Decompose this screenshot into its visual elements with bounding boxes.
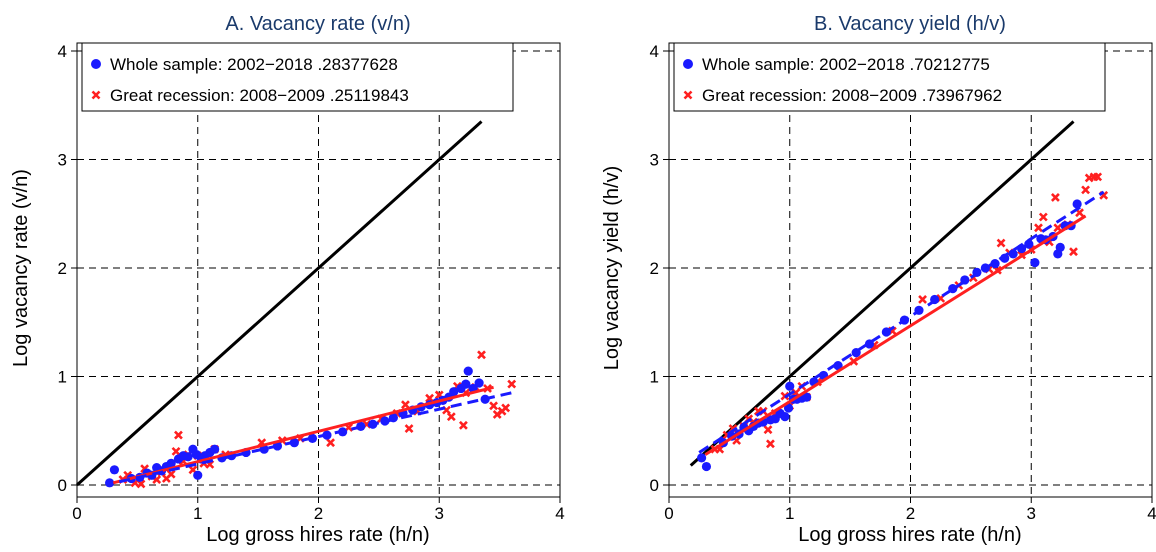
point-great-recession — [166, 469, 176, 479]
ticks: 00 1 1 2 2 3 3 4 4 — [650, 42, 1156, 523]
point-whole-sample — [1055, 242, 1065, 252]
legend-box — [673, 42, 1106, 112]
y-tick-label: 1 — [650, 368, 659, 387]
y-tick-label: 0 — [58, 476, 67, 495]
point-great-recession — [1069, 247, 1078, 257]
legend-marker-whole-sample — [683, 59, 693, 69]
point-great-recession — [489, 401, 499, 411]
panel-vacancy-rate: A. Vacancy rate (v/n) Log gross hires ra… — [10, 13, 565, 546]
point-whole-sample — [193, 470, 203, 480]
fit-line-great-recession — [112, 385, 494, 485]
y-tick-label: 0 — [650, 476, 659, 495]
point-great-recession — [477, 350, 486, 360]
legend-label-whole-sample: Whole sample: 2002−2018 .28377628 — [110, 55, 398, 74]
point-whole-sample — [1030, 257, 1040, 268]
point-great-recession — [401, 400, 410, 410]
x-axis-label: Log gross hires rate (h/n) — [798, 524, 1021, 546]
x-tick-label: 3 — [435, 504, 444, 523]
x-tick-label: 4 — [1147, 504, 1156, 523]
point-whole-sample — [474, 378, 484, 388]
y-tick-label: 2 — [58, 259, 67, 278]
reference-line-45deg — [689, 120, 1075, 467]
point-whole-sample — [166, 458, 176, 468]
point-whole-sample — [780, 412, 790, 422]
y-tick-label: 1 — [58, 368, 67, 387]
point-whole-sample — [697, 453, 707, 463]
x-tick-label: 0 — [72, 504, 81, 523]
point-great-recession — [501, 403, 511, 413]
point-whole-sample — [307, 433, 318, 443]
point-great-recession — [766, 439, 775, 449]
y-tick-label: 4 — [650, 42, 659, 61]
point-whole-sample — [785, 381, 795, 391]
point-great-recession — [918, 295, 927, 304]
point-great-recession — [446, 412, 456, 422]
legend-marker-great-recession — [91, 90, 101, 100]
point-great-recession — [1050, 193, 1060, 202]
y-axis-label: Log vacancy rate (v/n) — [10, 169, 32, 367]
legend-label-great-recession: Great recession: 2008−2009 .73967962 — [702, 86, 1002, 105]
reference-line-45deg — [75, 120, 483, 487]
point-whole-sample — [463, 366, 473, 376]
y-tick-label: 2 — [650, 259, 659, 278]
x-tick-label: 2 — [314, 504, 323, 523]
point-whole-sample — [105, 478, 115, 488]
legend-marker-whole-sample — [91, 59, 101, 69]
x-axis-label: Log gross hires rate (h/n) — [206, 524, 429, 546]
point-great-recession — [1038, 212, 1048, 222]
fit-line-great-recession — [704, 214, 1087, 456]
x-tick-label: 3 — [1027, 504, 1036, 523]
point-whole-sample — [701, 461, 712, 472]
ticks: 00 1 1 2 2 3 3 4 4 — [58, 42, 565, 523]
x-tick-label: 1 — [193, 504, 202, 523]
legend-box — [81, 42, 514, 112]
point-whole-sample — [802, 392, 812, 402]
point-great-recession — [1081, 185, 1091, 195]
x-tick-label: 0 — [664, 504, 673, 523]
y-tick-label: 3 — [58, 151, 67, 170]
x-tick-label: 4 — [555, 504, 564, 523]
x-tick-label: 1 — [785, 504, 794, 523]
point-whole-sample — [449, 387, 459, 397]
fit-line-whole-sample — [698, 190, 1105, 454]
point-whole-sample — [183, 452, 193, 462]
chart-title: B. Vacancy yield (h/v) — [814, 13, 1006, 35]
legend: Whole sample: 2002−2018 .70212775 Great … — [673, 42, 1106, 112]
point-great-recession — [1034, 223, 1043, 233]
point-whole-sample — [783, 403, 794, 413]
point-great-recession — [174, 430, 183, 440]
point-great-recession — [507, 379, 517, 389]
marks — [689, 120, 1109, 472]
chart-title: A. Vacancy rate (v/n) — [225, 13, 410, 35]
point-great-recession — [404, 424, 414, 433]
point-whole-sample — [1008, 249, 1018, 259]
legend-label-great-recession: Great recession: 2008−2009 .25119843 — [110, 86, 409, 105]
legend-label-whole-sample: Whole sample: 2002−2018 .70212775 — [702, 55, 990, 74]
marks — [75, 120, 517, 489]
y-tick-label: 4 — [58, 42, 67, 61]
point-whole-sample — [461, 379, 471, 389]
y-tick-label: 3 — [650, 151, 659, 170]
point-great-recession — [171, 446, 181, 456]
point-great-recession — [763, 425, 773, 435]
point-great-recession — [1093, 172, 1103, 182]
point-whole-sample — [1024, 239, 1034, 249]
point-great-recession — [458, 420, 468, 430]
y-axis-label: Log vacancy yield (h/v) — [601, 166, 623, 371]
x-tick-label: 2 — [906, 504, 915, 523]
panel-vacancy-yield: B. Vacancy yield (h/v) Log gross hires r… — [601, 13, 1156, 546]
point-whole-sample — [1072, 199, 1082, 209]
point-whole-sample — [109, 465, 120, 475]
point-great-recession — [425, 393, 435, 403]
point-great-recession — [326, 438, 335, 448]
point-great-recession — [996, 238, 1006, 248]
legend-marker-great-recession — [683, 90, 693, 100]
point-whole-sample — [210, 444, 220, 454]
legend: Whole sample: 2002−2018 .28377628 Great … — [81, 42, 514, 112]
